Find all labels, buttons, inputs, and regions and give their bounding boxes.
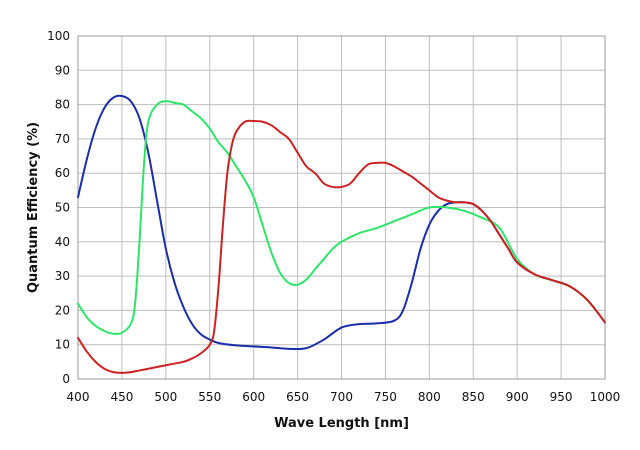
y-tick-label: 100	[47, 29, 70, 43]
y-tick-label: 60	[55, 166, 70, 180]
x-tick-label: 650	[286, 390, 309, 404]
x-tick-label: 400	[67, 390, 90, 404]
series-lines	[77, 94, 606, 374]
x-tick-label: 1000	[590, 390, 621, 404]
green-series-line	[77, 100, 606, 335]
x-axis-title: Wave Length [nm]	[274, 416, 409, 431]
y-tick-label: 30	[55, 269, 70, 283]
x-tick-label: 850	[462, 390, 485, 404]
y-axis-title: Quantum Efficiency (%)	[26, 122, 41, 293]
y-tick-label: 50	[55, 201, 70, 215]
y-tick-labels: 0 10 20 30 40 50 60 70 80 90 100	[47, 29, 70, 386]
y-tick-label: 0	[62, 372, 70, 386]
x-tick-label: 900	[506, 390, 529, 404]
x-tick-label: 500	[154, 390, 177, 404]
y-tick-label: 80	[55, 98, 70, 112]
x-tick-label: 550	[198, 390, 221, 404]
red-series-line	[77, 119, 606, 374]
x-tick-label: 950	[550, 390, 573, 404]
x-tick-label: 750	[374, 390, 397, 404]
x-tick-label: 800	[418, 390, 441, 404]
x-tick-label: 450	[110, 390, 133, 404]
y-tick-label: 40	[55, 235, 70, 249]
plot-frame	[77, 35, 606, 380]
y-tick-label: 10	[55, 338, 70, 352]
x-tick-label: 600	[242, 390, 265, 404]
y-tick-label: 70	[55, 132, 70, 146]
x-tick-label: 700	[330, 390, 353, 404]
y-tick-label: 20	[55, 303, 70, 317]
x-tick-labels: 400 450 500 550 600 650 700 750 800 850 900 950 1000	[67, 390, 621, 404]
y-tick-label: 90	[55, 63, 70, 77]
